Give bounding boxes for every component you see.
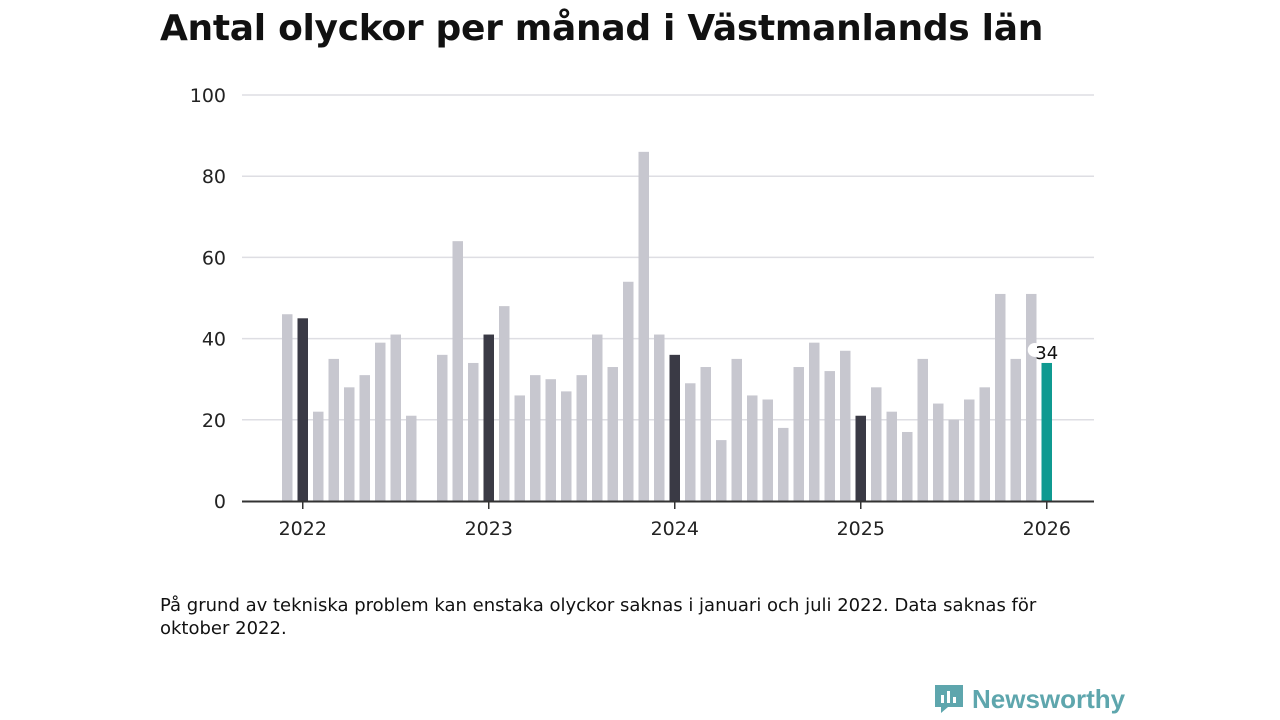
data-label-current: 34 (1035, 343, 1058, 364)
bar[interactable] (855, 415, 867, 501)
bar[interactable] (762, 399, 774, 502)
bar-chart: 0 20 40 60 80 100 2022 2023 2024 2025 2026 34 (190, 85, 1094, 540)
bar[interactable] (840, 350, 851, 501)
bar[interactable] (902, 431, 913, 501)
bar[interactable] (452, 241, 464, 501)
bar[interactable] (561, 391, 572, 501)
bar[interactable] (328, 358, 340, 501)
bar[interactable] (1010, 358, 1022, 501)
data-label-halo (1027, 342, 1042, 357)
bar[interactable] (297, 318, 309, 501)
bar[interactable] (778, 427, 789, 501)
bar[interactable] (375, 342, 386, 501)
y-tick-label: 100 (190, 85, 226, 107)
y-tick-label: 80 (202, 166, 226, 188)
bar[interactable] (576, 375, 588, 501)
bar[interactable] (592, 334, 603, 501)
bar[interactable] (545, 379, 557, 501)
x-tick-label: 2025 (837, 518, 885, 540)
brand-name: Newsworthy (972, 683, 1126, 714)
x-axis-ticks: 2022 2023 2024 2025 2026 (279, 502, 1071, 540)
bar[interactable] (716, 440, 727, 501)
bar[interactable] (731, 358, 743, 501)
y-tick-label: 0 (214, 491, 226, 513)
bar[interactable] (638, 151, 650, 501)
y-axis-ticks: 0 20 40 60 80 100 (190, 85, 226, 513)
bar[interactable] (282, 314, 293, 501)
bar[interactable] (530, 375, 541, 501)
x-tick-label: 2024 (651, 518, 699, 540)
bar[interactable] (344, 387, 355, 501)
bar[interactable] (747, 395, 758, 501)
bar[interactable] (995, 293, 1006, 501)
y-tick-label: 20 (202, 410, 226, 432)
bar[interactable] (499, 306, 510, 501)
bar[interactable] (313, 411, 324, 501)
bar[interactable] (390, 334, 402, 501)
bar[interactable] (669, 354, 681, 501)
bar[interactable] (809, 342, 820, 501)
data-labels: 34 (1027, 342, 1058, 364)
bar[interactable] (793, 367, 805, 501)
bar[interactable] (514, 395, 526, 501)
grid-lines (242, 94, 1094, 421)
bar[interactable] (437, 354, 448, 501)
bar[interactable] (685, 383, 696, 501)
bar[interactable] (468, 362, 479, 501)
bar[interactable] (406, 415, 417, 501)
bars (282, 151, 1053, 502)
bar[interactable] (933, 403, 944, 501)
chart-title: Antal olyckor per månad i Västmanlands l… (160, 8, 1044, 49)
newsworthy-logo-icon (935, 685, 963, 713)
footnote: På grund av tekniska problem kan enstaka… (160, 595, 1037, 639)
bar[interactable] (824, 371, 836, 501)
brand-logo[interactable]: Newsworthy (932, 682, 1125, 716)
bar[interactable] (623, 281, 634, 501)
bar[interactable] (948, 419, 960, 501)
bar[interactable] (700, 367, 712, 501)
x-tick-label: 2026 (1023, 518, 1071, 540)
bar[interactable] (964, 399, 975, 502)
bar[interactable] (1026, 293, 1037, 501)
bar[interactable] (917, 358, 929, 501)
bar[interactable] (886, 411, 898, 501)
y-tick-label: 60 (202, 247, 226, 269)
x-tick-label: 2023 (465, 518, 513, 540)
bar[interactable] (1041, 362, 1053, 501)
bar[interactable] (359, 375, 371, 501)
bar[interactable] (979, 387, 991, 501)
bar[interactable] (871, 387, 882, 501)
bar[interactable] (607, 367, 619, 501)
y-tick-label: 40 (202, 329, 226, 351)
bar[interactable] (483, 334, 495, 501)
x-tick-label: 2022 (279, 518, 327, 540)
bar[interactable] (654, 334, 665, 501)
